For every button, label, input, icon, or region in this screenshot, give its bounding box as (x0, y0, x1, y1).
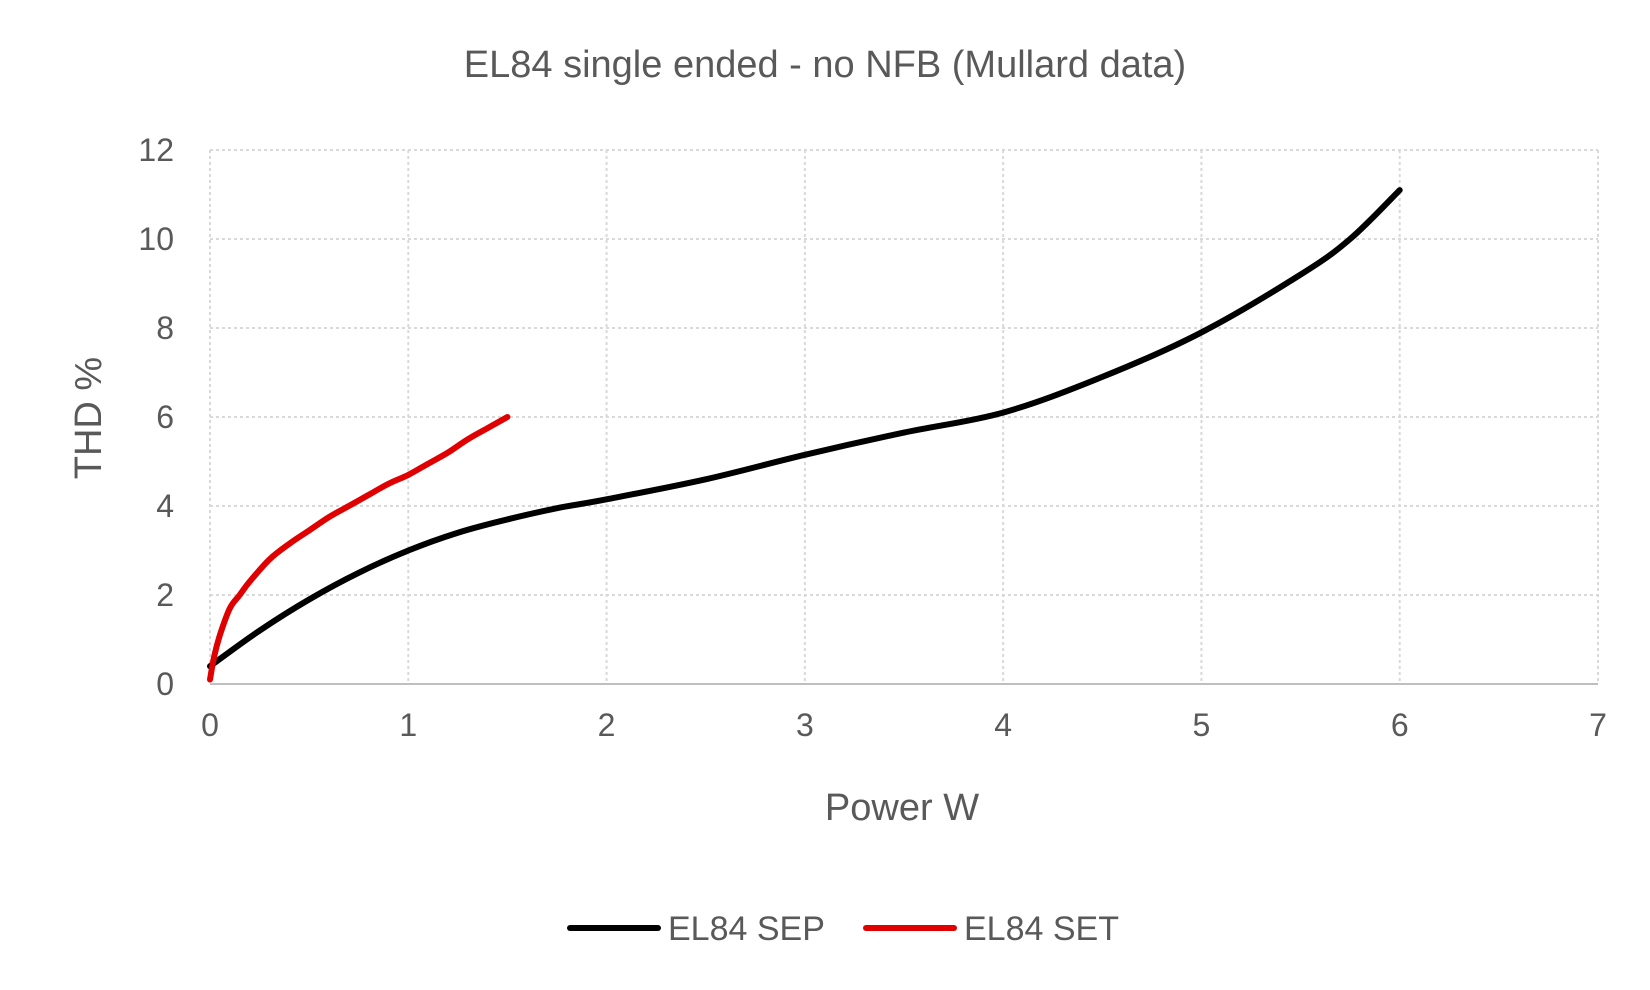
x-tick-label: 4 (994, 707, 1012, 743)
x-tick-label: 0 (201, 707, 219, 743)
gridlines (209, 149, 1599, 684)
x-tick-label: 2 (598, 707, 616, 743)
y-tick-label: 12 (138, 132, 174, 168)
x-tick-label: 5 (1193, 707, 1211, 743)
chart-title: EL84 single ended - no NFB (Mullard data… (464, 44, 1186, 86)
x-axis-title: Power W (825, 787, 979, 829)
x-tick-label: 7 (1589, 707, 1607, 743)
y-tick-label: 0 (156, 666, 174, 702)
legend-label: EL84 SEP (668, 910, 825, 948)
y-tick-label: 6 (156, 399, 174, 435)
y-tick-label: 4 (156, 488, 174, 524)
legend-item: EL84 SEP (567, 910, 825, 948)
y-tick-label: 8 (156, 310, 174, 346)
y-tick-label: 10 (138, 221, 174, 257)
series-lines (207, 187, 1403, 683)
series-line-2 (207, 414, 511, 683)
y-axis-title: THD % (68, 357, 110, 479)
x-tick-label: 3 (796, 707, 814, 743)
legend-item: EL84 SET (863, 910, 1119, 948)
series-line-1 (207, 187, 1403, 670)
x-tick-label: 6 (1391, 707, 1409, 743)
legend: EL84 SEP EL84 SET (567, 910, 1119, 948)
x-tick-label: 1 (399, 707, 417, 743)
legend-label: EL84 SET (964, 910, 1119, 948)
y-tick-label: 2 (156, 577, 174, 613)
